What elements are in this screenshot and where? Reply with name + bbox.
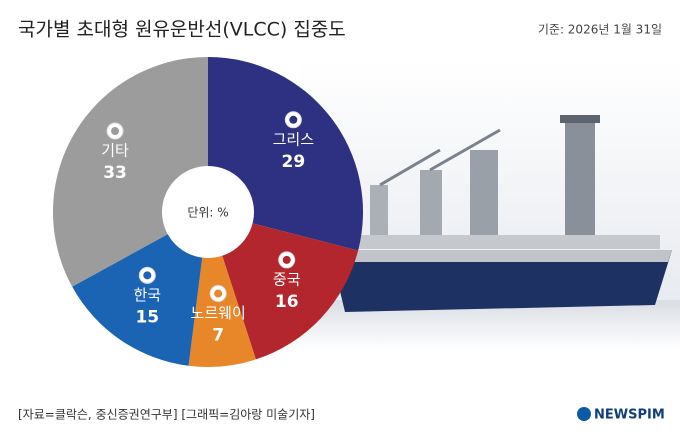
brand: NEWSPIM	[594, 408, 665, 423]
value-label: 29	[282, 152, 306, 172]
chart-subtitle: 기준: 2026년 1월 31일	[538, 23, 662, 37]
ship-illustration	[300, 60, 680, 350]
flag-icon	[111, 127, 120, 136]
slice	[72, 212, 209, 366]
value-label: 33	[103, 163, 127, 183]
slice-label: 기타	[101, 142, 129, 160]
value-label: 7	[212, 326, 224, 346]
slice-label: 중국	[273, 270, 301, 288]
slice-label: 노르웨이	[191, 304, 246, 322]
value-label: 15	[135, 307, 159, 327]
brand-logo	[577, 407, 591, 421]
chart-title: 국가별 초대형 원유운반선(VLCC) 집중도	[18, 19, 346, 41]
donut-hole	[162, 166, 254, 258]
flag-icon	[289, 115, 298, 124]
flag-icon	[214, 289, 223, 298]
slice	[208, 212, 359, 360]
slice-label: 그리스	[273, 130, 315, 148]
unit-label: 단위: %	[187, 206, 228, 220]
flag-icon	[282, 255, 291, 264]
source: [자료=클락슨, 중신증권연구부] [그래픽=김아랑 미술기자]	[18, 408, 315, 422]
slice-label: 한국	[133, 286, 161, 304]
flag-icon	[143, 271, 152, 280]
value-label: 16	[275, 292, 299, 312]
